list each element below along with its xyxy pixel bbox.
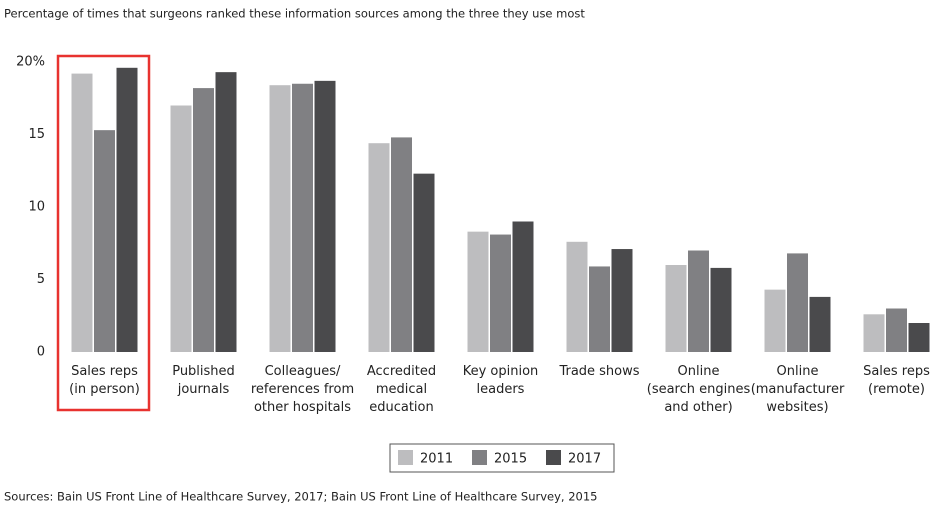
highlight-box: [56, 54, 151, 412]
x-tick-line: (in person): [69, 382, 140, 397]
x-tick-line: (remote): [868, 382, 925, 397]
bar: [71, 73, 93, 352]
x-tick-line: Key opinion: [463, 364, 539, 379]
bar: [215, 72, 237, 353]
bar: [170, 105, 192, 352]
legend-label: 2015: [494, 452, 527, 467]
bar: [490, 234, 511, 352]
x-tick-label: Colleagues/references from other hospital…: [251, 364, 354, 415]
x-tick-line: (manufacturer: [751, 382, 845, 397]
x-tick-line: Online: [678, 364, 720, 379]
x-tick-line: Trade shows: [558, 364, 639, 379]
bar: [467, 231, 489, 352]
x-tick-label: Online (search engines and other): [647, 364, 751, 415]
bar: [908, 323, 930, 352]
x-tick-label: Accredited medical education: [367, 364, 436, 415]
y-tick-label: 15: [28, 127, 45, 142]
bar: [269, 85, 291, 352]
x-tick-line: Sales reps: [71, 364, 138, 379]
x-tick-line: websites): [766, 400, 828, 415]
x-tick-line: leaders: [477, 382, 525, 397]
x-tick-line: other hospitals: [254, 400, 351, 415]
y-tick-label: 0: [37, 345, 45, 360]
legend-label: 2017: [568, 452, 601, 467]
bar: [413, 173, 435, 352]
bar: [116, 67, 138, 353]
legend-swatch: [398, 450, 413, 465]
bar: [193, 88, 214, 352]
bar: [391, 137, 412, 352]
x-tick-line: medical: [376, 382, 427, 397]
bar: [368, 143, 390, 352]
x-tick-label: Key opinion leaders: [463, 364, 539, 397]
legend-box: [389, 443, 615, 473]
bar: [314, 80, 336, 352]
x-tick-label: Trade shows: [558, 364, 639, 379]
x-tick-line: references from: [251, 382, 354, 397]
x-tick-line: Colleagues/: [265, 364, 341, 379]
x-tick-line: education: [369, 400, 434, 415]
chart-title: Percentage of times that surgeons ranked…: [4, 7, 585, 21]
bar: [863, 314, 885, 352]
x-tick-label: Online (manufacturer websites): [751, 364, 845, 415]
y-tick-label: 20%: [16, 55, 45, 70]
x-tick-label: Sales reps (remote): [863, 364, 930, 397]
bar: [512, 221, 534, 352]
x-tick-line: Sales reps: [863, 364, 930, 379]
y-tick-label: 10: [28, 200, 45, 215]
bar: [809, 296, 831, 352]
bar: [764, 289, 786, 352]
x-tick-line: Accredited: [367, 364, 436, 379]
x-tick-line: Online: [777, 364, 819, 379]
legend-label: 2011: [420, 452, 453, 467]
legend-swatch: [472, 450, 487, 465]
x-tick-line: and other): [664, 400, 732, 415]
bar: [611, 249, 633, 352]
legend-swatch: [546, 450, 561, 465]
y-tick-label: 5: [37, 272, 45, 287]
x-tick-line: journals: [177, 382, 230, 397]
bar: [566, 241, 588, 352]
bar: [94, 130, 115, 352]
bar: [665, 265, 687, 352]
bar: [589, 266, 610, 352]
x-tick-line: (search engines: [647, 382, 751, 397]
bar: [292, 83, 313, 352]
bar: [688, 250, 709, 352]
source-note: Sources: Bain US Front Line of Healthcar…: [4, 490, 598, 504]
x-tick-line: Published: [172, 364, 235, 379]
x-tick-label: Published journals: [172, 364, 235, 397]
bar: [787, 253, 808, 352]
bar: [710, 267, 732, 352]
bar: [886, 308, 907, 352]
x-tick-label: Sales reps (in person): [69, 364, 140, 397]
